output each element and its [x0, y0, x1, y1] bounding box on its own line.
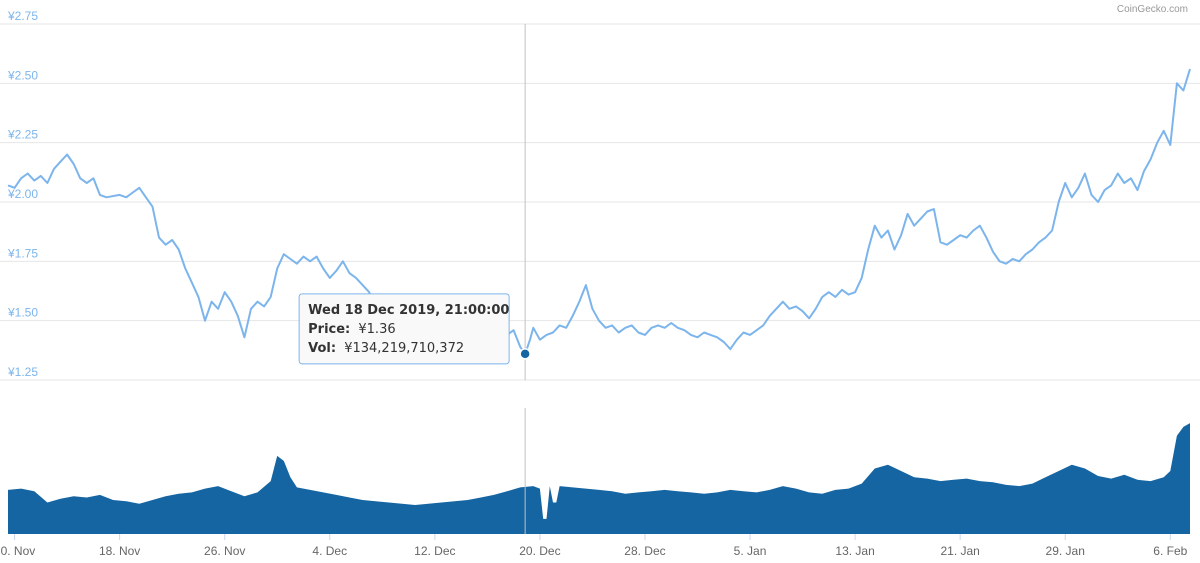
volume-area	[8, 423, 1190, 534]
y-axis-labels: ¥1.25 ¥1.50 ¥1.75 ¥2.00 ¥2.25 ¥2.50 ¥2.75	[7, 9, 38, 379]
y-tick-label: ¥1.25	[7, 365, 38, 379]
price-line[interactable]	[7, 68, 1191, 355]
y-tick-label: ¥2.00	[7, 187, 38, 201]
y-tick-label: ¥2.75	[7, 9, 38, 23]
x-tick-label: 20. Dec	[519, 544, 560, 558]
x-tick-label: 26. Nov	[204, 544, 245, 558]
x-tick-label: 29. Jan	[1046, 544, 1085, 558]
y-tick-label: ¥1.50	[7, 306, 38, 320]
x-axis-labels: 10. Nov 18. Nov 26. Nov 4. Dec 12. Dec 20. De…	[0, 534, 1188, 558]
y-tick-label: ¥2.25	[7, 128, 38, 142]
x-tick-label: 4. Dec	[312, 544, 347, 558]
x-tick-label: 21. Jan	[940, 544, 979, 558]
tooltip-vol-value: ¥134,219,710,372	[344, 341, 464, 356]
tooltip: Wed 18 Dec 2019, 21:00:00 Price: ¥1.36 V…	[298, 293, 510, 365]
y-tick-label: ¥1.75	[7, 246, 38, 260]
x-tick-label: 28. Dec	[624, 544, 665, 558]
y-tick-label: ¥2.50	[7, 68, 38, 82]
credit-link[interactable]: CoinGecko.com	[1117, 4, 1188, 15]
x-tick-label: 6. Feb	[1153, 544, 1187, 558]
x-tick-label: 13. Jan	[835, 544, 874, 558]
tooltip-date: Wed 18 Dec 2019, 21:00:00	[308, 303, 509, 318]
x-tick-label: 12. Dec	[414, 544, 455, 558]
x-tick-label: 10. Nov	[0, 544, 35, 558]
hover-marker	[519, 348, 531, 360]
tooltip-vol-label: Vol:	[308, 341, 336, 356]
tooltip-price-row: Price: ¥1.36	[308, 322, 395, 337]
tooltip-price-value: ¥1.36	[358, 322, 395, 337]
x-tick-label: 18. Nov	[99, 544, 140, 558]
grid-lines	[0, 23, 1200, 381]
tooltip-box	[298, 293, 510, 365]
tooltip-vol-row: Vol: ¥134,219,710,372	[308, 341, 464, 356]
tooltip-price-label: Price:	[308, 322, 350, 337]
x-tick-label: 5. Jan	[734, 544, 767, 558]
